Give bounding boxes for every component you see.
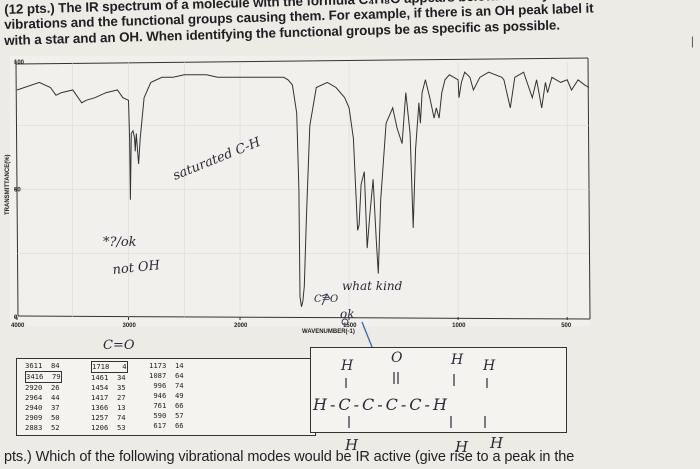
y-tick-label: 50	[14, 188, 21, 194]
peak-row: 3611 84	[25, 361, 60, 370]
peak-table: 3611 84 3416 79 2920 26 2964 44 2940 37 …	[16, 358, 316, 436]
x-tick-label: 3000	[123, 323, 137, 329]
structure-drawing: H O H H H-C-C-C-C-H	[312, 350, 496, 428]
peak-row: 946 49	[149, 391, 184, 400]
structure-box: H O H H H-C-C-C-C-H	[310, 347, 567, 433]
annotation-not-oh: not OH	[112, 258, 162, 278]
struct-main-chain: H-C-C-C-C-H	[312, 395, 450, 414]
struct-o: O	[391, 350, 403, 366]
peak-row: 996 74	[149, 381, 184, 390]
peak-row: 1454 35	[91, 383, 126, 392]
x-tick-label: 4000	[11, 323, 25, 329]
peak-row: 2909 50	[25, 413, 60, 422]
peak-table-col-1: 3611 84 3416 79 2920 26 2964 44 2940 37 …	[25, 361, 62, 433]
peak-row: 3416 79	[25, 371, 62, 383]
page-edge-mark: |	[690, 34, 694, 48]
plot-bottom-border	[17, 315, 591, 320]
x-axis-label: WAVENUMBER(-1)	[302, 329, 355, 335]
plot-top-border	[15, 57, 589, 65]
peak-row: 2940 37	[25, 403, 60, 412]
peak-table-col-3: 1173 14 1087 64 996 74 946 49 761 66 590…	[149, 361, 184, 431]
annotation-what-kind: what kind	[342, 279, 403, 293]
peak-row: 1461 34	[91, 373, 126, 382]
peak-row: 617 66	[149, 421, 184, 430]
y-tick-label: 100	[14, 60, 25, 66]
peak-row: 1206 53	[91, 423, 126, 432]
peak-row: 761 66	[149, 401, 184, 410]
y-tick-label: 0	[14, 315, 18, 321]
arrow-c-o	[321, 293, 331, 306]
plot-right-border	[587, 57, 591, 320]
peak-row: 1718 4	[91, 361, 128, 373]
peak-row: 590 57	[149, 411, 184, 420]
peak-row: 2920 26	[25, 383, 60, 392]
x-tick-labels: 4000 3000 2000 1500 1000 500	[11, 317, 572, 329]
annotation-ok-2: ok	[340, 307, 355, 321]
struct-h-top-3: H	[450, 352, 464, 368]
peak-row: 1366 13	[91, 403, 126, 412]
x-tick-label: 500	[561, 323, 572, 329]
x-tick-label: 2000	[234, 323, 248, 329]
annotation-star-ok: *?/ok	[103, 235, 137, 250]
struct-h-top-4: H	[482, 358, 496, 374]
x-tick-label: 1500	[343, 323, 357, 329]
peak-row: 1257 74	[91, 413, 126, 422]
peak-row: 1173 14	[149, 361, 184, 370]
spectrum-line	[16, 71, 590, 307]
y-axis-label: TRANSMITTANCE(%)	[5, 154, 11, 215]
annotation-c-o-peak: C=O	[314, 294, 338, 305]
peak-row: 1417 27	[91, 393, 126, 402]
annotation-c-o-below: C=O	[103, 338, 135, 353]
peak-row: 2883 52	[25, 423, 60, 432]
star-mark	[341, 318, 349, 326]
peak-table-col-2: 1718 4 1461 34 1454 35 1417 27 1366 13 1…	[91, 361, 128, 433]
peak-row: 1087 64	[149, 371, 184, 380]
x-tick-label: 1000	[452, 323, 466, 329]
next-question-text: pts.) Which of the following vibrational…	[4, 449, 575, 465]
struct-h-top-left: H	[340, 358, 354, 374]
peak-row: 2964 44	[25, 393, 60, 402]
chart-grid	[17, 62, 589, 317]
